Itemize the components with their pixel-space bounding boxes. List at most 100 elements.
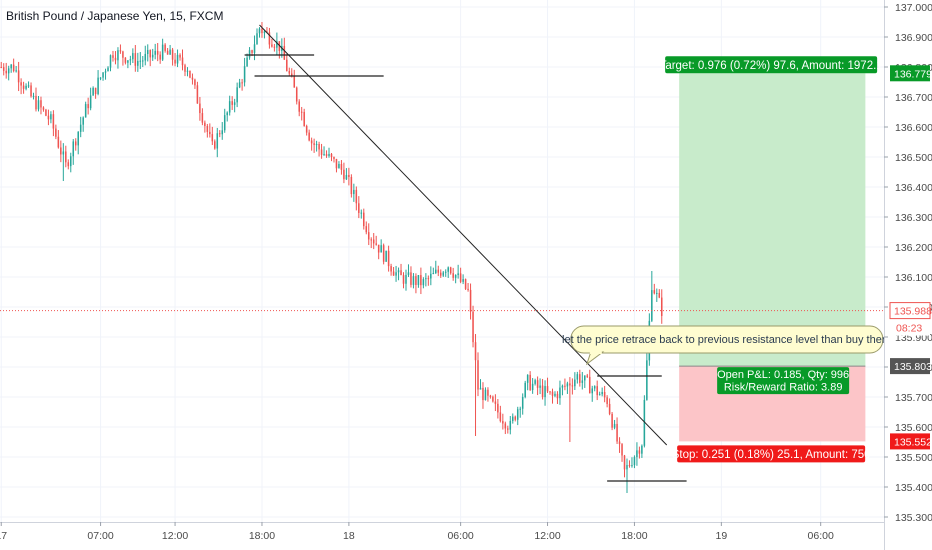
candle-body [214, 141, 216, 149]
candle-body [300, 111, 303, 113]
candle-body [216, 133, 219, 149]
candle-body [596, 386, 598, 396]
candle-body [539, 385, 541, 388]
candle-body [276, 41, 278, 48]
candle-body [584, 375, 586, 381]
candle-body [181, 57, 184, 66]
candle-body [541, 385, 544, 398]
candle-body [30, 85, 32, 97]
candle-body [196, 85, 199, 104]
candle-body [405, 274, 407, 284]
candle-body [293, 76, 296, 88]
note-bubble [570, 325, 884, 354]
candle-body [586, 375, 589, 377]
entry-price-tag-box [890, 358, 930, 375]
candle-body [127, 60, 129, 63]
current-price-tag-box [889, 302, 931, 320]
candle-body [99, 77, 102, 79]
candle-body [328, 153, 330, 156]
candle-body [248, 50, 251, 58]
candle-body [407, 272, 410, 275]
countdown-box [890, 319, 930, 336]
candle-body [318, 144, 320, 150]
candle-body [164, 44, 166, 51]
candle-body [636, 450, 638, 458]
price-tick-label: 136.600 [895, 122, 932, 134]
candle-body [134, 53, 137, 66]
time-tick-label: 19 [716, 530, 728, 542]
candle-body [536, 380, 539, 388]
candle-body [511, 416, 514, 421]
note-text: let the price retrace back to previous r… [562, 334, 892, 346]
candle-body [243, 66, 246, 83]
candle-body [218, 133, 221, 135]
candle-body [395, 272, 397, 276]
candle-body [435, 269, 437, 274]
candle-body [524, 382, 526, 398]
candle-body [469, 289, 472, 312]
target-label: Target: 0.976 (0.72%) 97.6, Amount: 1972… [660, 60, 883, 72]
candle-body [325, 154, 328, 156]
profit-zone [679, 73, 866, 367]
candle-body [57, 136, 60, 148]
candle-body [638, 450, 641, 454]
candle-body [286, 59, 288, 72]
candle-body [320, 149, 323, 155]
candle-body [256, 33, 258, 45]
candle-body [437, 269, 440, 273]
candle-body [338, 164, 340, 169]
candle-body [534, 380, 536, 384]
candle-body [484, 389, 487, 401]
candle-body [184, 65, 186, 72]
candle-body [303, 111, 305, 127]
candle-body [335, 158, 338, 169]
candle-body [288, 71, 291, 74]
candle-body [114, 57, 117, 61]
candle-body [588, 376, 591, 394]
candle-body [616, 423, 618, 442]
candle-body [60, 147, 62, 155]
candle-body [47, 115, 50, 120]
candle-body [658, 292, 661, 298]
price-tick-label: 136.200 [895, 242, 932, 254]
candle-body [261, 28, 263, 34]
stop-label: Stop: 0.251 (0.18%) 25.1, Amount: 750 [672, 449, 871, 461]
candle-body [146, 50, 149, 54]
price-tick-label: 136.900 [895, 32, 932, 44]
candle-body [606, 397, 608, 404]
candle-body [25, 85, 27, 89]
candle-body [17, 70, 20, 83]
candle-body [479, 387, 482, 390]
candle-body [420, 275, 422, 286]
candle-body [613, 423, 616, 428]
stop-label-box [677, 445, 866, 463]
candle-body [97, 77, 99, 94]
candle-body [514, 416, 517, 420]
symbol-title[interactable]: British Pound / Japanese Yen, 15, FXCM [6, 9, 224, 23]
candle-body [449, 267, 452, 274]
candle-body [55, 128, 57, 137]
candle-body [457, 273, 459, 275]
candle-body [576, 374, 579, 380]
candle-body [236, 87, 238, 103]
candle-body [564, 385, 566, 387]
trend-line [259, 24, 668, 446]
candle-body [459, 273, 462, 282]
candle-body [422, 279, 425, 286]
candle-body [186, 70, 189, 72]
candle-body [628, 465, 631, 467]
candle-body [621, 444, 623, 456]
candle-body [204, 122, 206, 127]
candle-body [159, 54, 161, 60]
candle-body [375, 243, 377, 245]
candle-body [464, 279, 467, 289]
candle-body [499, 412, 502, 422]
candle-body [633, 457, 636, 466]
candle-body [330, 153, 333, 158]
price-tick-label: 136.500 [895, 152, 932, 164]
candle-body [74, 141, 77, 146]
candle-body [566, 383, 569, 387]
candle-body [561, 385, 564, 388]
candle-body [554, 393, 556, 396]
